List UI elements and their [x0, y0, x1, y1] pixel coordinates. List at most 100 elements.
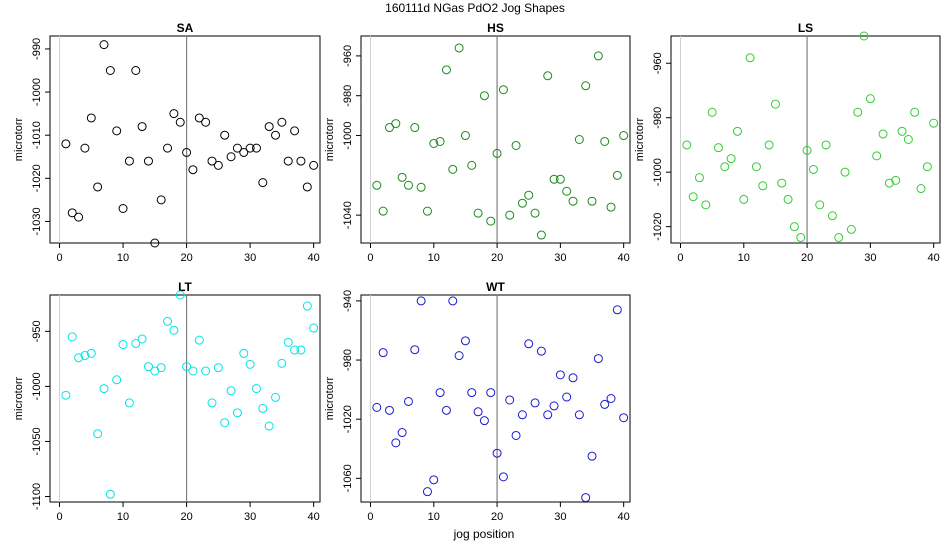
data-point [606, 394, 616, 403]
data-point [74, 212, 84, 222]
data-point [239, 348, 249, 358]
data-point [143, 362, 153, 372]
data-point [245, 143, 255, 153]
y-tick-label: -1010 [31, 121, 43, 149]
y-axis-label: microtorr [634, 117, 646, 161]
data-point [891, 175, 901, 185]
data-point [118, 204, 128, 213]
y-tick-label: -950 [31, 320, 43, 342]
data-point [587, 196, 597, 206]
data-point [562, 186, 572, 196]
data-point [903, 135, 913, 144]
data-point [245, 359, 255, 369]
data-point [530, 398, 540, 408]
data-point [555, 370, 565, 380]
data-point [137, 334, 147, 344]
x-tick-label: 30 [864, 252, 876, 264]
data-point [929, 118, 939, 128]
data-point [258, 178, 268, 188]
data-point [726, 154, 736, 164]
data-point [834, 233, 844, 243]
data-point [720, 162, 730, 172]
data-point [536, 230, 546, 240]
plot-frame [360, 35, 631, 244]
y-tick-label: -980 [342, 349, 354, 371]
data-point [492, 148, 502, 158]
data-point [884, 178, 894, 188]
x-tick-label: 0 [56, 252, 62, 264]
x-tick-label: 20 [801, 252, 813, 264]
data-point [853, 107, 863, 117]
x-tick-label: 30 [554, 511, 566, 523]
plot-frame [670, 35, 941, 244]
data-point [403, 396, 413, 406]
data-point [61, 139, 71, 149]
data-point [302, 301, 312, 311]
data-point [821, 140, 831, 150]
data-point [802, 145, 812, 155]
data-point [220, 418, 230, 428]
data-point [175, 117, 185, 127]
y-tick-label: -940 [342, 290, 354, 312]
x-tick-label: 40 [308, 252, 320, 264]
panel-sa: SA 0 10 20 30 40 -1030 -1020 -1010 -1000 -990 micro… [13, 21, 321, 264]
y-tick-label: -1020 [652, 213, 664, 241]
data-point [264, 421, 274, 431]
data-point [517, 198, 527, 208]
data-point [587, 451, 597, 461]
data-point [124, 398, 134, 408]
data-point [783, 194, 793, 204]
x-tick-label: 20 [180, 511, 192, 523]
data-point [764, 140, 774, 150]
data-point [277, 117, 287, 127]
data-point [277, 358, 287, 368]
data-point [251, 384, 261, 394]
data-point [429, 475, 439, 485]
data-point [169, 109, 179, 119]
data-point [93, 429, 103, 439]
x-tick-label: 10 [428, 511, 440, 523]
data-point [67, 208, 77, 218]
x-tick-label: 30 [244, 252, 256, 264]
data-point [758, 181, 768, 191]
data-point [397, 428, 407, 438]
data-point [143, 156, 153, 166]
data-point [283, 156, 293, 166]
data-point [441, 405, 451, 415]
data-point [739, 194, 749, 204]
data-point [612, 305, 622, 315]
data-point [391, 438, 401, 448]
data-point [789, 222, 799, 232]
data-point [574, 410, 584, 420]
data-point [707, 107, 717, 117]
data-point [865, 94, 875, 104]
data-point [454, 351, 464, 361]
data-point [309, 160, 319, 170]
x-tick-label: 10 [117, 511, 129, 523]
x-tick-label: 10 [738, 252, 750, 264]
data-point [410, 123, 420, 133]
data-point [827, 211, 837, 221]
data-point [429, 138, 439, 148]
data-point [486, 388, 496, 398]
x-tick-label: 20 [180, 252, 192, 264]
data-point [226, 152, 236, 162]
data-point [777, 178, 787, 188]
y-tick-label: -1000 [31, 78, 43, 106]
data-point [713, 143, 723, 153]
x-tick-label: 0 [677, 252, 683, 264]
y-tick-label: -1060 [342, 464, 354, 492]
data-point [271, 130, 281, 140]
data-point [416, 296, 426, 306]
data-point [694, 173, 704, 183]
data-point [435, 136, 445, 146]
data-point [524, 339, 534, 349]
panel-ls: LS 0 10 20 30 40 -1020 -1000 -980 -960 microtorr [634, 21, 941, 264]
data-point [403, 180, 413, 190]
data-point [745, 53, 755, 63]
data-point [916, 184, 926, 194]
data-point [568, 196, 578, 206]
data-point [156, 195, 166, 205]
data-point [131, 66, 141, 75]
data-point [549, 401, 559, 411]
